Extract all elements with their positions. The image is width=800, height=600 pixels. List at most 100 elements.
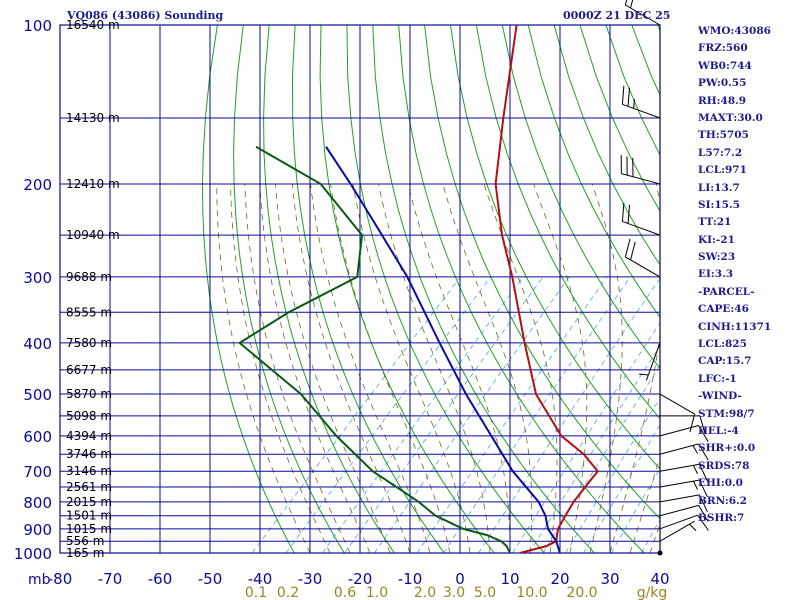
moist-adiabat: [629, 455, 660, 553]
mixing-ratio-line: [528, 345, 660, 553]
mixing-ratio-line: [542, 364, 660, 553]
index-item: KI:-21: [698, 233, 735, 246]
height-label: 1501 m: [66, 509, 112, 523]
wind-barb-full: [621, 202, 625, 222]
index-item: CAPE:46: [698, 303, 749, 316]
height-label: 4394 m: [66, 429, 112, 443]
wind-barb-full: [632, 158, 634, 177]
wind-barb-full: [626, 156, 628, 176]
wind-barb-full: [698, 505, 709, 522]
wind-barb-full: [630, 241, 636, 261]
wind-barb-shaft: [622, 220, 661, 236]
height-label: 10940 m: [66, 228, 120, 242]
temperature-profile: [494, 25, 599, 553]
height-label: 2015 m: [66, 495, 112, 509]
index-item: EHI:0.0: [698, 477, 743, 490]
height-label: 2561 m: [66, 480, 112, 494]
moist-adiabat: [407, 183, 511, 553]
dry-adiabat: [787, 25, 800, 553]
index-item: HEL:-4: [698, 424, 739, 437]
height-label: 5098 m: [66, 409, 112, 423]
wind-barb: [659, 393, 696, 433]
temperature-tick-label: -70: [98, 570, 123, 588]
valid-time: 0000Z 21 DEC 25: [563, 9, 671, 22]
index-item: L57:7.2: [698, 146, 743, 159]
wind-barb: [659, 504, 709, 522]
mixing-ratio-label: 10.0: [516, 585, 547, 600]
mixing-ratio-label: 2.0: [414, 585, 436, 600]
height-label: 556 m: [66, 534, 104, 548]
moist-adiabat: [378, 183, 491, 553]
height-label: 165 m: [66, 546, 104, 560]
wind-barb: [659, 494, 708, 512]
index-item: TT:21: [698, 216, 732, 229]
dewpoint-profile: [237, 145, 511, 553]
wind-barb-shaft: [625, 4, 661, 26]
mixing-ratio-label: 0.2: [277, 585, 299, 600]
mixing-ratio-label: 5.0: [474, 585, 496, 600]
mixing-ratio-label: 20.0: [566, 585, 597, 600]
moist-adiabat: [483, 183, 558, 553]
isotherm-gridlines: [60, 25, 660, 553]
wind-barb-shaft: [625, 256, 661, 278]
height-label: 6677 m: [66, 363, 112, 377]
wind-barb-full: [624, 238, 631, 258]
index-item: LFC:-1: [698, 372, 737, 385]
wind-barb-shaft: [659, 425, 699, 437]
dry-adiabat: [291, 25, 445, 553]
sounding-profiles: [237, 25, 599, 553]
moist-adiabat: [275, 183, 391, 553]
wind-barb: [659, 514, 709, 531]
wind-barb-full: [698, 494, 708, 512]
mixing-ratio-label: 1.0: [366, 585, 388, 600]
wind-barb-half: [630, 0, 634, 9]
pressure-tick-label: 1000: [14, 545, 52, 563]
temperature-tick-label: -20: [348, 570, 373, 588]
wind-barb: [659, 520, 697, 542]
pressure-tick-label: 800: [23, 494, 52, 512]
pressure-tick-label: 100: [23, 17, 52, 35]
moist-adiabat: [259, 183, 371, 553]
height-label: 16540 m: [66, 18, 120, 32]
index-item: WMO:43086: [698, 25, 771, 37]
wind-barb: [621, 85, 661, 119]
index-item: BRN:6.2: [698, 494, 747, 507]
height-label: 7580 m: [66, 336, 112, 350]
wind-barb: [659, 463, 708, 482]
wind-barb-half: [693, 480, 698, 490]
wind-barb: [621, 202, 661, 236]
dry-adiabat: [263, 25, 395, 553]
index-item: FRZ:560: [698, 42, 748, 55]
moist-adiabat: [230, 183, 331, 553]
moist-adiabat: [216, 183, 311, 553]
wind-barb: [624, 238, 661, 278]
temperature-tick-label: -80: [48, 570, 73, 588]
wind-barb: [624, 0, 661, 26]
height-label: 14130 m: [66, 111, 120, 125]
temperature-tick-label: -10: [398, 570, 423, 588]
pressure-tick-label: 500: [23, 386, 52, 404]
pressure-tick-label: 600: [23, 428, 52, 446]
wind-barb-half: [693, 465, 698, 474]
index-item: LCL:971: [698, 164, 747, 177]
wind-barb: [659, 479, 708, 498]
index-item: MAXT:30.0: [698, 111, 763, 124]
temperature-tick-label: 0: [455, 570, 465, 588]
index-item: EI:3.3: [698, 268, 734, 281]
height-label: 8555 m: [66, 305, 112, 319]
wind-barb-full: [621, 85, 625, 105]
mixing-ratio-line: [478, 277, 660, 553]
wind-barb: [639, 342, 661, 381]
wind-barb-half: [639, 373, 649, 376]
dry-adiabat: [233, 25, 345, 553]
wind-barb-half: [689, 523, 697, 532]
temperature-tick-label: 10: [500, 570, 519, 588]
temperature-tick-label: 30: [600, 570, 619, 588]
wind-barb-shaft: [659, 494, 700, 503]
pressure-tick-label: 300: [23, 269, 52, 287]
parcel-profile: [325, 146, 561, 553]
index-item: BSHR:7: [698, 511, 745, 524]
mixing-ratio-line: [374, 276, 570, 553]
temperature-tick-label: 20: [550, 570, 569, 588]
